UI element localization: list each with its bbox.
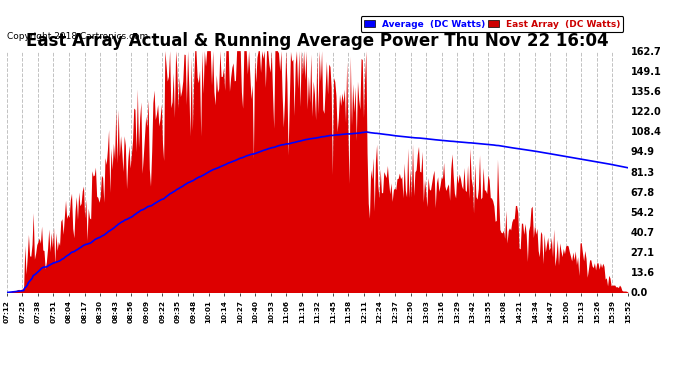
Text: Copyright 2018 Cartronics.com: Copyright 2018 Cartronics.com [7,32,148,41]
Legend: Average  (DC Watts), East Array  (DC Watts): Average (DC Watts), East Array (DC Watts… [361,16,623,32]
Title: East Array Actual & Running Average Power Thu Nov 22 16:04: East Array Actual & Running Average Powe… [26,33,609,51]
